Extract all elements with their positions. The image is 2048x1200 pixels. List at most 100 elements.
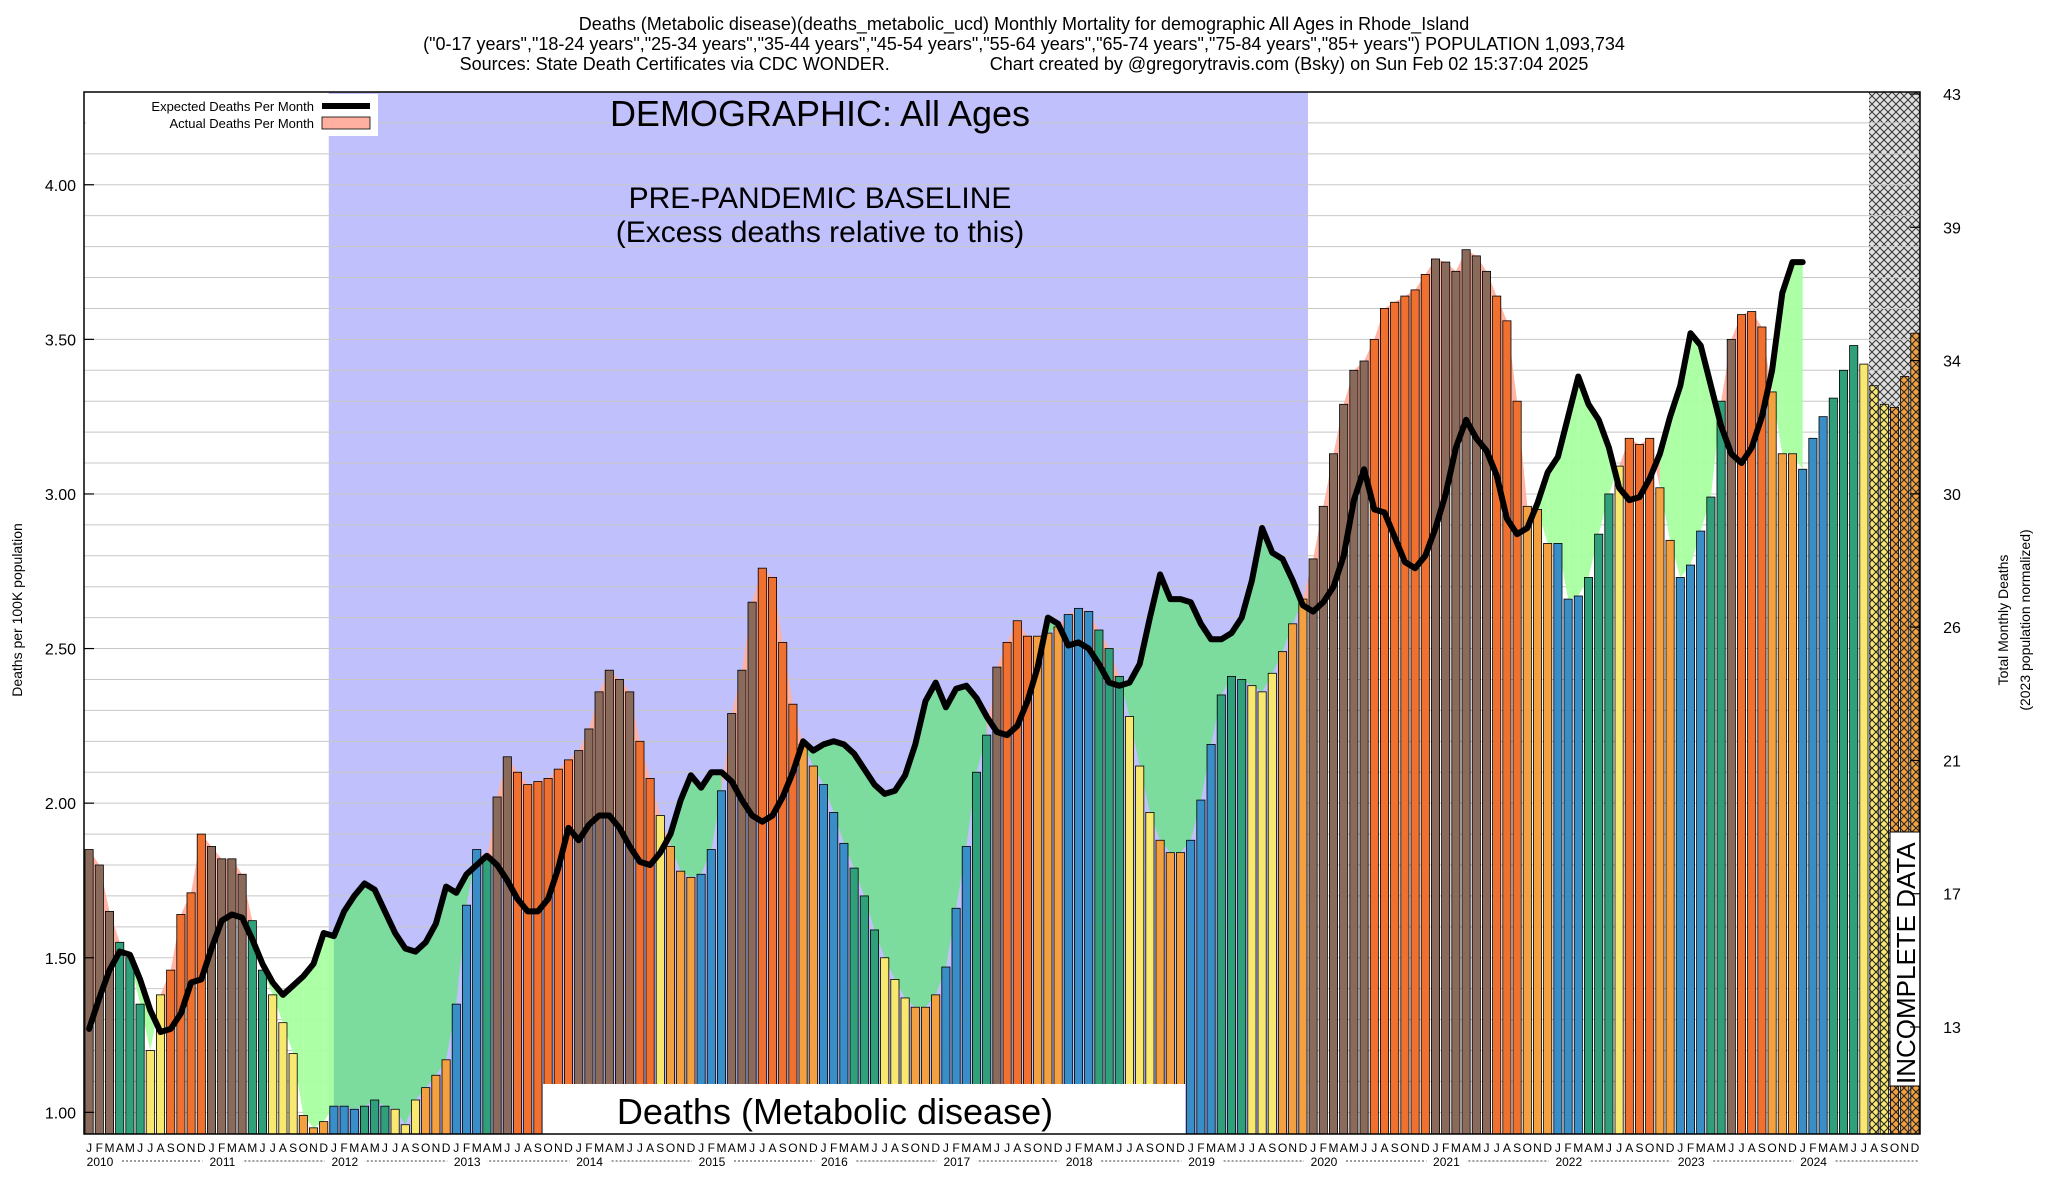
y-axis-label-left: Deaths per 100K population [9, 523, 25, 697]
month-letter: A [1217, 1141, 1225, 1155]
month-letter: F [1687, 1141, 1694, 1155]
plot-frame [83, 91, 1921, 1135]
month-letter: J [453, 1141, 459, 1155]
bar [492, 796, 502, 1134]
month-letter: A [483, 1141, 491, 1155]
month-letter: M [105, 1141, 115, 1155]
bar [655, 815, 665, 1134]
bar [615, 679, 625, 1134]
month-letter: F [708, 1141, 715, 1155]
bar [329, 1105, 339, 1134]
month-letter: J [749, 1141, 755, 1155]
year-label: 2015 [699, 1155, 726, 1169]
bar [268, 994, 278, 1134]
bar [1818, 416, 1828, 1134]
bar [584, 728, 594, 1134]
month-letter: J [627, 1141, 633, 1155]
difference-segment [1710, 385, 1722, 498]
bar-hatch [1931, 216, 1939, 1134]
difference-segment [1782, 262, 1793, 454]
bar [359, 1105, 369, 1134]
bar [543, 778, 553, 1134]
bar [1329, 453, 1339, 1134]
bar [1288, 623, 1298, 1134]
bar [1482, 270, 1492, 1134]
baseline-label-1: PRE-PANDEMIC BASELINE [629, 182, 1012, 215]
month-letter: D [442, 1141, 451, 1155]
month-letter: F [463, 1141, 470, 1155]
month-letter: O [1155, 1141, 1164, 1155]
year-label: 2013 [454, 1155, 481, 1169]
bar [1369, 338, 1379, 1134]
month-letter: O [421, 1141, 430, 1155]
difference-segment [854, 753, 865, 896]
month-letter: F [218, 1141, 225, 1155]
bar [1237, 679, 1247, 1134]
month-letter: J [1249, 1141, 1255, 1155]
month-letter: J [209, 1141, 215, 1155]
month-letter: M [1594, 1141, 1604, 1155]
difference-segment [1139, 617, 1150, 813]
month-letter: S [656, 1141, 664, 1155]
bar [1675, 577, 1685, 1134]
difference-segment [1792, 262, 1803, 470]
month-letter: N [1411, 1141, 1420, 1155]
left-tick-label: 1.50 [45, 951, 76, 968]
year-label: 2011 [209, 1155, 235, 1169]
month-letter: J [260, 1141, 266, 1155]
difference-segment [282, 985, 294, 1054]
baseline-region [328, 92, 1308, 1134]
bar [1584, 577, 1594, 1134]
bar [1186, 839, 1196, 1134]
bar [594, 691, 604, 1134]
year-label-bg [1426, 1154, 1467, 1168]
month-letter: J [1606, 1141, 1612, 1155]
month-letter: F [585, 1141, 592, 1155]
bar [257, 969, 267, 1134]
month-letter: J [759, 1141, 765, 1155]
left-tick-label: 3.50 [45, 332, 76, 349]
month-letter: S [1391, 1141, 1399, 1155]
month-letter: J [994, 1141, 1000, 1155]
month-letter: J [821, 1141, 827, 1155]
difference-segment [966, 685, 977, 847]
bar [798, 744, 808, 1134]
bar [1859, 363, 1869, 1134]
month-letter: A [1625, 1141, 1633, 1155]
month-letter: M [1206, 1141, 1216, 1155]
overlay-labels: DEMOGRAPHIC: All Ages PRE-PANDEMIC BASEL… [543, 93, 1921, 1134]
bar [1400, 295, 1410, 1134]
month-letter: F [1442, 1141, 1449, 1155]
difference-segment [354, 883, 365, 1110]
month-letter: S [901, 1141, 909, 1155]
month-letter: M [472, 1141, 482, 1155]
bar [1298, 598, 1308, 1134]
year-label-bg [1793, 1154, 1834, 1168]
bar [278, 1022, 288, 1134]
month-letter: J [147, 1141, 153, 1155]
bar [1798, 468, 1808, 1134]
bar [768, 577, 778, 1134]
bar [1492, 295, 1502, 1134]
difference-segment [384, 911, 396, 1110]
bar [1114, 675, 1124, 1134]
year-label: 2018 [1066, 1155, 1093, 1169]
year-label-bg [202, 1154, 243, 1168]
month-letter: M [717, 1141, 727, 1155]
expected-deaths-line [86, 259, 1806, 1035]
difference-segment [1241, 580, 1252, 686]
bar [1094, 629, 1104, 1134]
bar [604, 669, 614, 1134]
bar [1247, 685, 1257, 1134]
bottom-label-box [543, 1084, 1185, 1134]
month-letter: N [1044, 1141, 1053, 1155]
right-tick-label: 17 [1943, 887, 1961, 904]
month-letter: O [911, 1141, 920, 1155]
bar [217, 858, 227, 1134]
month-letter: M [1349, 1141, 1359, 1155]
month-letter: M [594, 1141, 604, 1155]
bar-hatch [1962, 98, 1970, 1134]
bar [645, 778, 655, 1134]
bar [176, 914, 186, 1134]
bar-hatch [1941, 169, 1949, 1134]
